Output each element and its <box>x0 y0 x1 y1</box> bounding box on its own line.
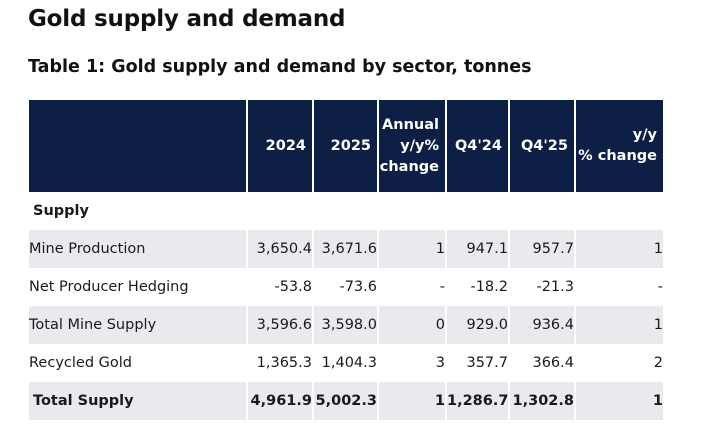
total-row: Total Supply 4,961.9 5,002.3 1 1,286.7 1… <box>29 382 663 420</box>
total-q424: 1,286.7 <box>446 382 510 420</box>
header-label-cell <box>29 100 248 192</box>
total-label: Total Supply <box>29 382 248 420</box>
header-yy-change: y/y % change <box>575 100 663 192</box>
section-row-supply: Supply <box>29 192 663 230</box>
header-yy-line1: y/y <box>632 127 657 143</box>
cell-q425: 957.7 <box>509 230 576 268</box>
header-yy-line2: % change <box>578 148 657 164</box>
row-label: Net Producer Hedging <box>29 268 248 306</box>
total-q425: 1,302.8 <box>509 382 576 420</box>
cell-annual-change: - <box>378 268 447 306</box>
cell-2024: 3,650.4 <box>247 230 314 268</box>
total-2025: 5,002.3 <box>313 382 379 420</box>
cell-2024: 3,596.6 <box>247 306 314 344</box>
cell-q424: 357.7 <box>446 344 510 382</box>
header-q424: Q4'24 <box>446 100 510 192</box>
header-2024: 2024 <box>247 100 314 192</box>
cell-2025: 3,598.0 <box>313 306 379 344</box>
header-annual-line2: y/y% <box>400 137 439 154</box>
cell-2024: 1,365.3 <box>247 344 314 382</box>
cell-annual-change: 3 <box>378 344 447 382</box>
total-annual-change: 1 <box>378 382 447 420</box>
cell-q424: -18.2 <box>446 268 510 306</box>
row-label: Mine Production <box>29 230 248 268</box>
cell-annual-change: 0 <box>378 306 447 344</box>
section-label: Supply <box>29 192 663 230</box>
total-2024: 4,961.9 <box>247 382 314 420</box>
table-row: Total Mine Supply 3,596.6 3,598.0 0 929.… <box>29 306 663 344</box>
cell-q424: 947.1 <box>446 230 510 268</box>
cell-q425: 936.4 <box>509 306 576 344</box>
cell-2025: -73.6 <box>313 268 379 306</box>
header-q425: Q4'25 <box>509 100 576 192</box>
total-yy-change: 1 <box>575 382 663 420</box>
cell-2025: 1,404.3 <box>313 344 379 382</box>
table-row: Mine Production 3,650.4 3,671.6 1 947.1 … <box>29 230 663 268</box>
cell-yy-change: - <box>575 268 663 306</box>
page-title: Gold supply and demand <box>28 6 346 32</box>
cell-q425: 366.4 <box>509 344 576 382</box>
header-annual-line1: Annual <box>382 116 439 133</box>
cell-annual-change: 1 <box>378 230 447 268</box>
table-row: Net Producer Hedging -53.8 -73.6 - -18.2… <box>29 268 663 306</box>
cell-yy-change: 1 <box>575 230 663 268</box>
supply-demand-table: 2024 2025 Annual y/y% change Q4'24 Q4'25… <box>29 100 663 420</box>
table-row: Recycled Gold 1,365.3 1,404.3 3 357.7 36… <box>29 344 663 382</box>
header-2025: 2025 <box>313 100 379 192</box>
cell-yy-change: 2 <box>575 344 663 382</box>
row-label: Total Mine Supply <box>29 306 248 344</box>
row-label: Recycled Gold <box>29 344 248 382</box>
header-annual-line3: change <box>379 158 439 175</box>
cell-yy-change: 1 <box>575 306 663 344</box>
cell-q424: 929.0 <box>446 306 510 344</box>
header-row: 2024 2025 Annual y/y% change Q4'24 Q4'25… <box>29 100 663 192</box>
cell-q425: -21.3 <box>509 268 576 306</box>
table-title: Table 1: Gold supply and demand by secto… <box>28 57 532 77</box>
header-annual-change: Annual y/y% change <box>378 100 447 192</box>
cell-2024: -53.8 <box>247 268 314 306</box>
cell-2025: 3,671.6 <box>313 230 379 268</box>
